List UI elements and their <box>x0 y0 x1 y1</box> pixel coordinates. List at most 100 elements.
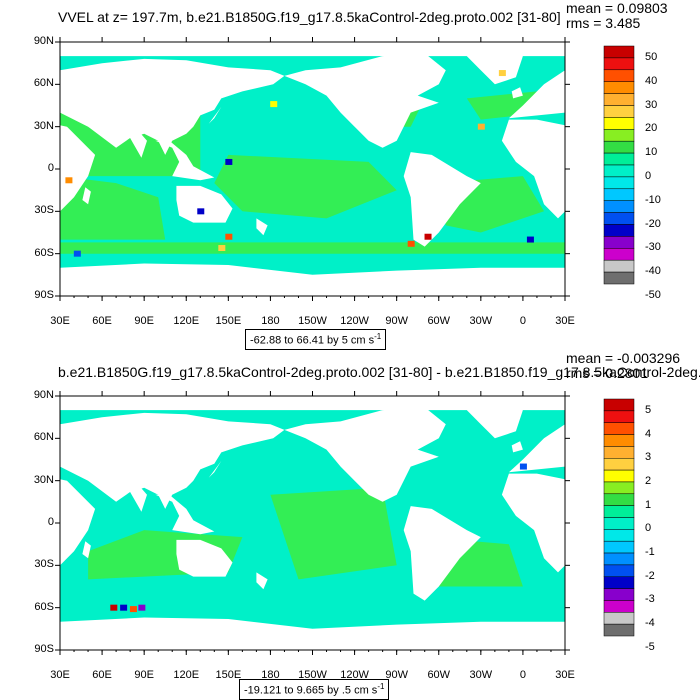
lon-label: 150E <box>215 669 242 681</box>
colorbar-swatch <box>603 600 635 613</box>
colorbar-swatch <box>603 176 635 190</box>
lat-label: 30N <box>33 473 54 486</box>
lon-label: 180 <box>261 669 280 681</box>
landmass-madagascar <box>82 541 91 559</box>
colorbar-swatch <box>603 69 635 82</box>
colorbar-label: -30 <box>645 241 661 254</box>
landmass-africa <box>501 473 565 573</box>
lon-label: 90E <box>134 315 154 327</box>
lon-label: 180 <box>261 315 280 327</box>
colorbar-label: -20 <box>645 217 661 230</box>
colorbar-swatch <box>603 105 635 118</box>
colorbar-swatch <box>603 224 635 237</box>
lon-label: 30E <box>50 315 70 327</box>
lon-label: 60E <box>92 315 112 327</box>
velocity-hotspot <box>407 240 415 247</box>
lon-label: 120E <box>173 315 200 327</box>
velocity-hotspot <box>424 233 432 240</box>
velocity-hotspot <box>197 208 205 215</box>
landmass-europe <box>508 70 565 119</box>
landmass-india <box>116 483 147 512</box>
colorbar-swatch <box>603 129 635 142</box>
colorbar-label: -50 <box>645 288 661 301</box>
velocity-hotspot <box>120 604 128 611</box>
lat-label: 30S <box>34 204 54 217</box>
landmass-nz <box>256 572 268 590</box>
colorbar-swatch <box>603 152 635 166</box>
colorbar-label: -40 <box>645 265 661 278</box>
lat-label: 90N <box>33 389 54 401</box>
lat-label: 60N <box>33 431 54 444</box>
colorbar-swatch <box>603 434 635 447</box>
velocity-hotspot <box>225 233 233 240</box>
lat-label: 0 <box>47 162 54 174</box>
colorbar-label: 2 <box>645 474 652 487</box>
panel2-map <box>60 396 565 650</box>
lon-label: 30W <box>469 669 493 681</box>
colorbar-label: -2 <box>645 569 655 582</box>
colorbar-swatch <box>603 45 635 59</box>
lat-label: 30N <box>33 119 54 132</box>
landmass-madagascar <box>82 187 91 205</box>
colorbar-swatch <box>603 410 635 423</box>
positive-velocity-region <box>270 487 397 580</box>
lon-label: 120W <box>340 315 369 327</box>
colorbar-swatch <box>603 505 635 518</box>
colorbar-swatch <box>603 493 635 506</box>
lat-label: 30S <box>34 558 54 571</box>
lat-label: 90S <box>34 643 54 655</box>
velocity-hotspot <box>270 101 278 108</box>
landmass-seasia <box>155 140 215 181</box>
velocity-hotspot <box>110 604 118 611</box>
colorbar-swatch <box>603 81 635 94</box>
landmass-india <box>116 129 147 158</box>
lon-label: 0 <box>519 315 526 327</box>
landmass-europe <box>60 421 103 467</box>
panel1-mean: mean = 0.09803 <box>566 0 668 16</box>
panel1-rms: rms = 3.485 <box>566 15 641 31</box>
colorbar-label: 5 <box>645 403 652 416</box>
colorbar-label: 3 <box>645 451 652 464</box>
colorbar-label: 0 <box>645 169 652 182</box>
lon-label: 120E <box>173 669 200 681</box>
colorbar-swatch <box>603 588 635 601</box>
positive-velocity-region <box>214 154 397 219</box>
colorbar-swatch <box>603 576 635 589</box>
lon-label: 60W <box>427 315 451 327</box>
landmass-greenland <box>466 51 523 85</box>
landmass-seasia <box>155 494 215 535</box>
landmass-australia <box>176 185 233 223</box>
landmass-uk <box>511 87 523 99</box>
colorbar-swatch <box>603 259 635 273</box>
lon-label: 120W <box>340 669 369 681</box>
colorbar-swatch <box>603 564 635 578</box>
landmass-africa <box>60 479 96 566</box>
colorbar-label: -4 <box>645 617 655 630</box>
colorbar-swatch <box>603 422 635 435</box>
lat-label: 0 <box>47 516 54 528</box>
colorbar-swatch <box>603 398 635 412</box>
lat-label: 60S <box>34 600 54 613</box>
lat-label: 90N <box>33 35 54 47</box>
colorbar-swatch <box>603 57 635 71</box>
panel2-rms: rms = 0.2801 <box>566 365 649 381</box>
colorbar-label: 40 <box>645 74 658 87</box>
colorbar-swatch <box>603 93 635 106</box>
colorbar-swatch <box>603 458 635 471</box>
landmass-nz <box>256 218 268 236</box>
landmass-samerica <box>403 152 481 247</box>
velocity-hotspot <box>73 250 81 257</box>
colorbar-swatch <box>603 164 635 178</box>
lon-label: 90W <box>385 669 408 681</box>
colorbar-label: -3 <box>645 593 655 606</box>
colorbar-label: 50 <box>645 50 658 63</box>
lon-label: 30E <box>50 669 70 681</box>
colorbar-label: 30 <box>645 98 658 111</box>
velocity-hotspot <box>65 177 73 184</box>
colorbar-swatch <box>603 271 635 285</box>
lon-label: 90W <box>385 315 408 327</box>
colorbar-swatch <box>603 529 635 542</box>
lon-label: 0 <box>519 669 526 681</box>
landmass-greenland <box>466 405 523 439</box>
colorbar-swatch <box>603 517 635 530</box>
